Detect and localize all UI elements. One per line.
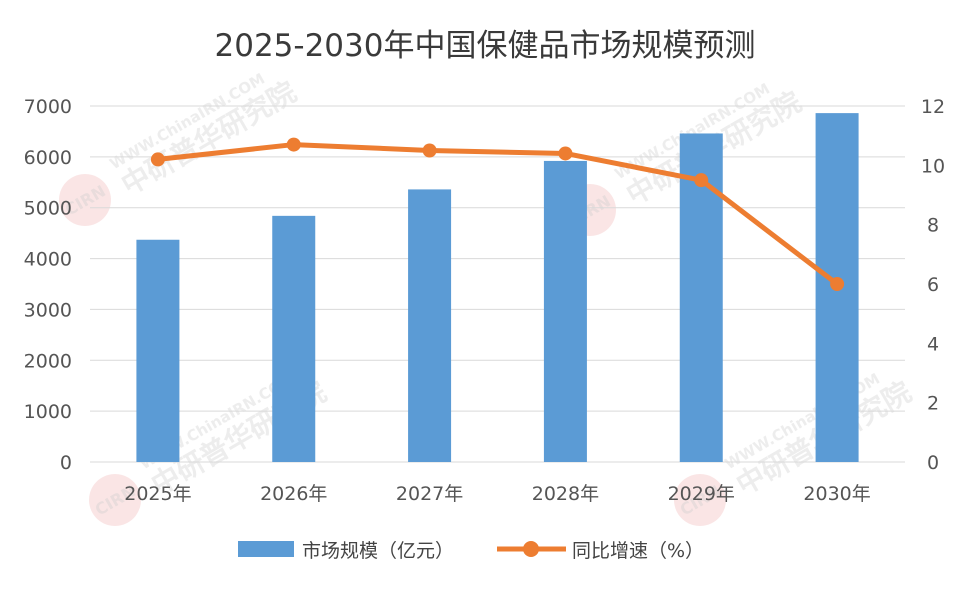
right-axis-ticks: 0 2 4 6 8 10 12 <box>921 96 945 474</box>
legend-line-label: 同比增速（%） <box>572 540 704 562</box>
watermark-logo-circle <box>89 474 141 526</box>
line-series <box>150 137 845 291</box>
right-tick-label: 2 <box>927 393 939 415</box>
watermark-logo-circle <box>674 474 726 526</box>
x-axis-ticks: 2025年 2026年 2027年 2028年 2029年 2030年 <box>124 483 871 505</box>
left-tick-label: 4000 <box>24 249 72 271</box>
left-tick-label: 5000 <box>24 198 72 220</box>
chart-title: 2025-2030年中国保健品市场规模预测 <box>215 28 756 64</box>
line-point <box>286 137 301 152</box>
right-tick-label: 8 <box>927 215 939 237</box>
watermarks: CIRNWWW.ChinaIRN.COM中研普华研究院CIRNWWW.China… <box>59 70 917 526</box>
bar <box>136 239 180 462</box>
legend: 市场规模（亿元） 同比增速（%） <box>238 540 704 562</box>
right-tick-label: 0 <box>927 452 939 474</box>
left-tick-label: 0 <box>60 452 72 474</box>
right-tick-label: 10 <box>921 155 945 177</box>
legend-bar-label: 市场规模（亿元） <box>302 540 454 562</box>
left-tick-label: 7000 <box>24 96 72 118</box>
line-point <box>558 146 573 161</box>
right-tick-label: 4 <box>927 333 939 355</box>
watermark-logo-circle <box>59 174 111 226</box>
legend-line-marker <box>523 541 539 557</box>
x-tick-label: 2025年 <box>124 483 191 505</box>
bar <box>272 215 316 462</box>
line-point <box>830 277 845 291</box>
bar <box>408 189 452 463</box>
legend-bar-swatch <box>238 541 294 557</box>
left-tick-label: 3000 <box>24 299 72 321</box>
x-tick-label: 2029年 <box>668 483 735 505</box>
bar <box>543 160 587 462</box>
line-point <box>694 173 709 188</box>
left-tick-label: 1000 <box>24 401 72 423</box>
line-path <box>157 142 839 286</box>
right-tick-label: 12 <box>921 96 945 118</box>
line-point <box>150 152 165 167</box>
right-tick-label: 6 <box>927 274 939 296</box>
left-tick-label: 6000 <box>24 147 72 169</box>
left-tick-label: 2000 <box>24 350 72 372</box>
line-point <box>422 143 437 158</box>
gridlines <box>90 105 905 463</box>
x-tick-label: 2030年 <box>803 483 870 505</box>
left-axis-ticks: 0 1000 2000 3000 4000 5000 6000 7000 <box>24 96 72 474</box>
x-tick-label: 2026年 <box>260 483 327 505</box>
x-tick-label: 2028年 <box>532 483 599 505</box>
x-tick-label: 2027年 <box>396 483 463 505</box>
